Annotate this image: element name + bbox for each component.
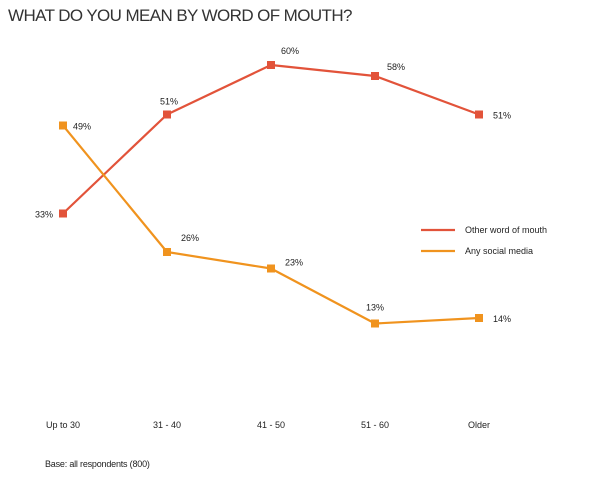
base-footnote: Base: all respondents (800) <box>45 459 150 469</box>
x-tick-label-2: 41 - 50 <box>257 420 285 430</box>
data-point-any-social-media-0 <box>59 121 67 130</box>
data-point-other-word-of-mouth-4 <box>475 110 483 119</box>
data-label-any-social-media-1: 26% <box>181 233 199 243</box>
data-label-any-social-media-0: 49% <box>73 122 91 132</box>
x-tick-label-1: 31 - 40 <box>153 420 181 430</box>
data-label-other-word-of-mouth-0: 33% <box>35 210 53 220</box>
data-label-any-social-media-2: 23% <box>285 258 303 268</box>
data-point-any-social-media-4 <box>475 314 483 322</box>
data-point-any-social-media-1 <box>163 248 171 256</box>
data-point-other-word-of-mouth-2 <box>267 61 275 69</box>
x-tick-label-4: Older <box>468 420 490 430</box>
data-label-other-word-of-mouth-2: 60% <box>281 46 299 56</box>
x-axis-tick-labels: Up to 30 31 - 40 41 - 50 51 - 60 Older <box>46 420 490 430</box>
series-lines <box>62 63 480 325</box>
data-label-other-word-of-mouth-3: 58% <box>387 62 405 72</box>
series-markers <box>59 61 483 328</box>
data-label-any-social-media-4: 14% <box>493 314 511 324</box>
data-point-other-word-of-mouth-0 <box>59 209 67 218</box>
data-label-other-word-of-mouth-4: 51% <box>493 111 511 121</box>
data-labels: 33% 51% 60% 58% 51% 49% 26% 23% 13% 14% <box>35 46 511 324</box>
x-tick-label-0: Up to 30 <box>46 420 80 430</box>
data-point-any-social-media-2 <box>267 264 275 273</box>
chart-legend: Other word of mouth Any social media <box>421 225 547 256</box>
chart-title: WHAT DO YOU MEAN BY WORD OF MOUTH? <box>8 6 352 25</box>
legend-label-other-word-of-mouth: Other word of mouth <box>465 225 547 235</box>
data-point-any-social-media-3 <box>371 319 379 328</box>
series-line-other-word-of-mouth <box>62 63 480 215</box>
data-label-other-word-of-mouth-1: 51% <box>160 97 178 107</box>
data-point-other-word-of-mouth-1 <box>163 110 171 119</box>
legend-label-any-social-media: Any social media <box>465 246 533 256</box>
data-point-other-word-of-mouth-3 <box>371 72 379 80</box>
x-tick-label-3: 51 - 60 <box>361 420 389 430</box>
data-label-any-social-media-3: 13% <box>366 303 384 313</box>
